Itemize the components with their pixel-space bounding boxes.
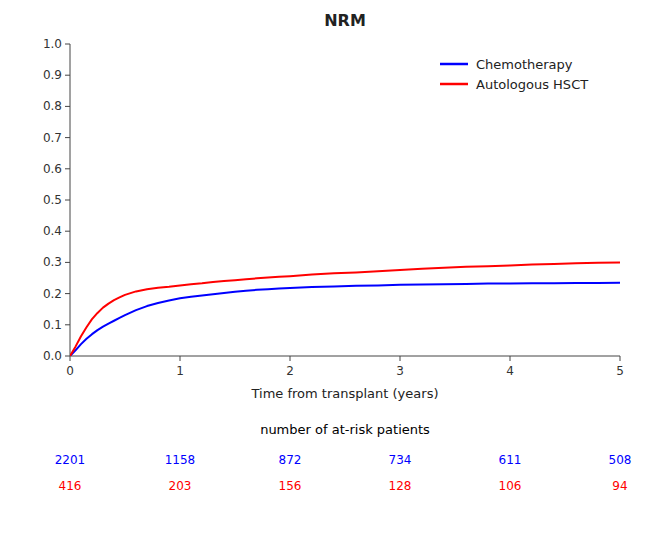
title: NRM — [324, 11, 366, 30]
x-axis-label: Time from transplant (years) — [251, 386, 439, 401]
x-tick — [510, 356, 511, 361]
y-tick-label: 0.5 — [43, 193, 62, 207]
series-line — [70, 283, 620, 356]
x-tick — [620, 356, 621, 361]
at-risk-count: 2201 — [55, 453, 86, 467]
at-risk-count: 416 — [59, 479, 82, 493]
at-risk-count: 872 — [279, 453, 302, 467]
y-tick — [65, 356, 70, 357]
x-tick-label: 3 — [396, 364, 404, 378]
y-tick — [65, 44, 70, 45]
y-tick-label: 0.6 — [43, 162, 62, 176]
y-tick-label: 0.1 — [43, 318, 62, 332]
y-tick — [65, 262, 70, 263]
y-tick — [65, 324, 70, 325]
x-tick-label: 4 — [506, 364, 514, 378]
y-axis — [70, 44, 71, 356]
y-tick-label: 0.0 — [43, 349, 62, 363]
legend-swatch — [440, 63, 468, 66]
at-risk-label: number of at-risk patients — [260, 422, 430, 437]
y-tick — [65, 293, 70, 294]
x-tick-label: 1 — [176, 364, 184, 378]
y-tick-label: 1.0 — [43, 37, 62, 51]
plot-area — [70, 262, 620, 356]
at-risk-count: 94 — [612, 479, 627, 493]
x-tick — [290, 356, 291, 361]
x-tick-label: 0 — [66, 364, 74, 378]
y-tick-label: 0.2 — [43, 287, 62, 301]
y-tick-label: 0.3 — [43, 255, 62, 269]
legend-swatch — [440, 83, 468, 86]
y-tick-label: 0.4 — [43, 224, 62, 238]
x-tick — [70, 356, 71, 361]
x-tick — [400, 356, 401, 361]
x-tick-label: 5 — [616, 364, 624, 378]
y-tick — [65, 231, 70, 232]
series-line — [70, 262, 620, 356]
at-risk-count: 106 — [499, 479, 522, 493]
y-tick — [65, 200, 70, 201]
at-risk-count: 1158 — [165, 453, 196, 467]
at-risk-count: 128 — [389, 479, 412, 493]
y-tick-label: 0.9 — [43, 68, 62, 82]
legend-label: Autologous HSCT — [476, 77, 588, 92]
y-tick-label: 0.7 — [43, 131, 62, 145]
x-tick-label: 2 — [286, 364, 294, 378]
y-tick-label: 0.8 — [43, 99, 62, 113]
at-risk-count: 156 — [279, 479, 302, 493]
at-risk-count: 734 — [389, 453, 412, 467]
legend: Chemotherapy Autologous HSCT — [440, 57, 588, 92]
y-tick — [65, 106, 70, 107]
at-risk-count: 508 — [609, 453, 632, 467]
chart: NRM 0.0 0.1 0.2 0.3 0.4 0.5 0.6 0.7 0.8 0.9 1.0 0 1 2 3… — [0, 0, 652, 547]
y-tick — [65, 75, 70, 76]
at-risk-count: 203 — [169, 479, 192, 493]
y-tick — [65, 168, 70, 169]
y-tick — [65, 137, 70, 138]
at-risk-count: 611 — [499, 453, 522, 467]
legend-label: Chemotherapy — [476, 57, 573, 72]
x-axis — [70, 356, 620, 357]
x-tick — [180, 356, 181, 361]
